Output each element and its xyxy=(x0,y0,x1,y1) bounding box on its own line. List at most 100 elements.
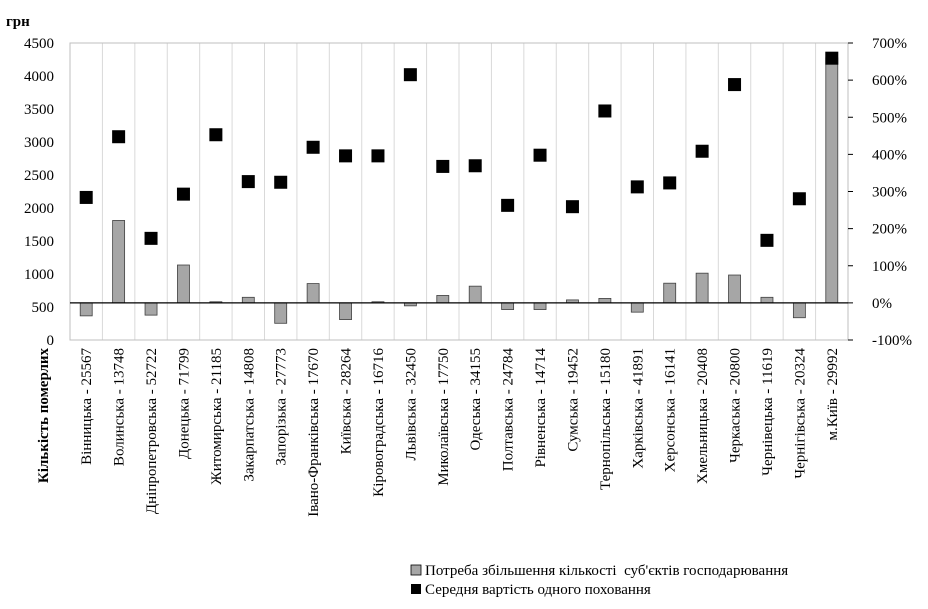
legend-bar-swatch xyxy=(410,564,422,576)
y-left-tick-label: 1000 xyxy=(24,267,54,283)
scatter-point xyxy=(630,180,644,194)
scatter-point xyxy=(825,51,839,65)
bar xyxy=(112,220,126,304)
legend: Потреба збільшення кількості суб'єктів г… xyxy=(410,563,788,598)
y-right-tick-label: 200% xyxy=(872,222,907,238)
category-label: Львівська - 32450 xyxy=(403,348,419,460)
bar xyxy=(760,296,774,304)
scatter-point xyxy=(241,175,255,189)
scatter-point xyxy=(371,149,385,163)
bar-series xyxy=(79,57,839,324)
category-label: Київська - 28264 xyxy=(339,348,355,455)
scatter-point xyxy=(436,159,450,173)
scatter-point xyxy=(176,187,190,201)
scatter-point xyxy=(79,190,93,204)
category-label: Черкаська - 20800 xyxy=(728,348,744,463)
bar xyxy=(792,302,806,319)
category-label: Рівненська - 14714 xyxy=(533,348,549,468)
scatter-point xyxy=(144,231,158,245)
category-label: Сумська - 19452 xyxy=(565,348,581,452)
bar xyxy=(79,302,93,317)
y-right-tick-label: 600% xyxy=(872,73,907,89)
scatter-point xyxy=(533,148,547,162)
category-label: Житомирська - 21185 xyxy=(209,348,225,485)
scatter-point xyxy=(760,233,774,247)
legend-scatter-swatch xyxy=(411,584,421,594)
scatter-point xyxy=(306,140,320,154)
category-label: Херсонська - 16141 xyxy=(663,348,679,472)
category-labels: Вінницька - 25567 Волинська - 13748 Дніпро… xyxy=(79,348,841,517)
category-label: Полтавська - 24784 xyxy=(501,348,517,472)
category-label: Волинська - 13748 xyxy=(112,348,128,466)
bar xyxy=(177,264,190,304)
bar xyxy=(241,296,255,304)
y-right-tick-label: -100% xyxy=(872,333,912,349)
y-right-tick-label: 700% xyxy=(872,36,907,52)
bar xyxy=(663,282,677,304)
bar xyxy=(598,298,612,304)
legend-scatter-label: Середня вартість одного поховання xyxy=(425,582,651,598)
y-left-tick-label: 3500 xyxy=(24,102,54,118)
y-left-tick-label: 3000 xyxy=(24,135,54,151)
category-label: м.Київ - 29992 xyxy=(825,348,841,441)
category-label: Чернігівська - 20324 xyxy=(792,348,808,479)
bar xyxy=(436,295,450,304)
scatter-point xyxy=(728,78,742,92)
bar xyxy=(630,302,644,313)
y-right-tick-label: 100% xyxy=(872,259,907,275)
y-right-tick-label: 400% xyxy=(872,147,907,163)
scatter-point xyxy=(501,198,515,212)
scatter-point xyxy=(403,68,417,82)
bar xyxy=(306,283,320,304)
legend-bar-label: Потреба збільшення кількості суб'єктів г… xyxy=(425,563,788,579)
bar xyxy=(825,57,839,304)
bar xyxy=(144,302,158,316)
y-left-tick-label: 1500 xyxy=(24,234,54,250)
y-left-unit: грн xyxy=(6,14,30,30)
category-label: Чернівецька - 11619 xyxy=(760,348,776,476)
category-label: Запорізька - 27773 xyxy=(274,348,290,466)
y-left-tick-label: 0 xyxy=(47,333,55,349)
scatter-point xyxy=(565,200,579,214)
category-label: Закарпатська - 14808 xyxy=(241,348,257,482)
scatter-series xyxy=(79,51,839,247)
scatter-point xyxy=(274,175,288,189)
scatter-point xyxy=(339,149,353,163)
scatter-point xyxy=(598,104,612,118)
scatter-point xyxy=(663,176,677,190)
category-label: Хмельницька - 20408 xyxy=(695,348,711,484)
bar xyxy=(468,285,482,304)
y-right-tick-label: 300% xyxy=(872,185,907,201)
bar xyxy=(728,274,741,304)
category-label: Дніпропетровська - 52722 xyxy=(144,348,160,514)
y-left-tick-label: 4500 xyxy=(24,36,54,52)
bar xyxy=(501,302,515,310)
category-label: Харківська - 41891 xyxy=(630,348,646,469)
right-axis-ticks: -100% 0% 100% 200% 300% 400% 500% 600% 700% xyxy=(848,36,912,349)
category-label: Донецька - 71799 xyxy=(176,348,192,459)
left-axis-ticks: 0 500 1000 1500 2000 2500 3000 3500 4000 4500 xyxy=(24,36,54,349)
bar xyxy=(274,302,288,324)
scatter-point xyxy=(112,130,126,144)
scatter-point xyxy=(792,192,806,206)
category-label: Миколаївська - 17750 xyxy=(436,348,452,486)
y-left-tick-label: 4000 xyxy=(24,69,54,85)
category-label: Кіровоградська - 16716 xyxy=(371,348,387,497)
bar xyxy=(339,302,352,320)
gridlines xyxy=(101,43,817,340)
x-axis-title: Кількість померлих xyxy=(36,348,52,484)
scatter-point xyxy=(209,128,223,142)
category-label: Івано-Франківська - 17670 xyxy=(306,348,322,517)
y-left-tick-label: 2500 xyxy=(24,168,54,184)
category-label: Тернопільська - 15180 xyxy=(598,348,614,490)
scatter-point xyxy=(695,144,709,158)
y-left-tick-label: 500 xyxy=(32,300,55,316)
y-right-tick-label: 500% xyxy=(872,110,907,126)
y-left-tick-label: 2000 xyxy=(24,201,54,217)
category-label: Одеська - 34155 xyxy=(468,348,484,451)
scatter-point xyxy=(468,159,482,173)
bar xyxy=(695,272,709,304)
y-right-tick-label: 0% xyxy=(872,296,892,312)
